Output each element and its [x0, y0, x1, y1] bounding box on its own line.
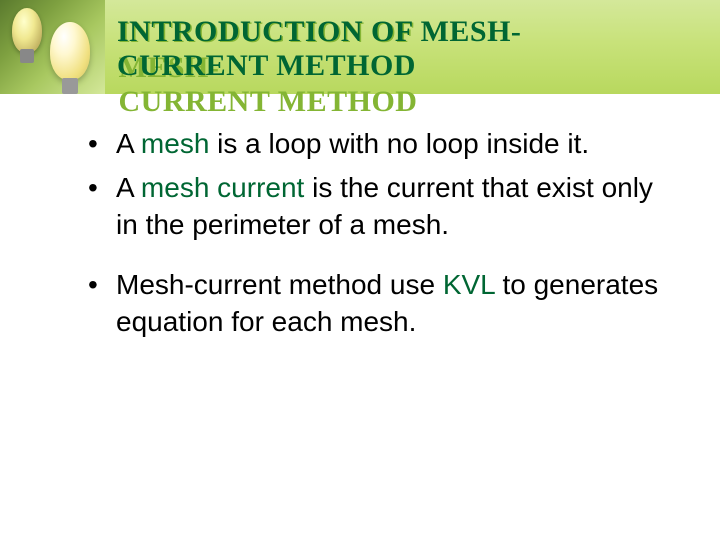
slide-header: INTRODUCTION OF MESH- CURRENT METHOD INT… — [0, 0, 720, 94]
list-item: A mesh current is the current that exist… — [88, 170, 675, 243]
bullet-text: is a loop with no loop inside it. — [209, 128, 589, 159]
highlighted-term: KVL — [443, 269, 495, 300]
list-item: A mesh is a loop with no loop inside it. — [88, 126, 675, 162]
bullet-text: Mesh-current method use — [116, 269, 443, 300]
bullet-text: A — [116, 128, 141, 159]
lightbulb-icon — [12, 8, 42, 53]
title-container: INTRODUCTION OF MESH- CURRENT METHOD INT… — [105, 11, 521, 84]
lightbulb-icon — [50, 22, 90, 80]
slide-body: A mesh is a loop with no loop inside it.… — [0, 94, 720, 340]
list-item: Mesh-current method use KVL to generates… — [88, 267, 675, 340]
highlighted-term: mesh — [141, 128, 209, 159]
bullet-list: A mesh is a loop with no loop inside it.… — [88, 126, 675, 340]
slide-title: INTRODUCTION OF MESH- CURRENT METHOD — [117, 15, 521, 84]
highlighted-term: mesh current — [141, 172, 304, 203]
bullet-text: A — [116, 172, 141, 203]
header-decorative-image — [0, 0, 105, 94]
